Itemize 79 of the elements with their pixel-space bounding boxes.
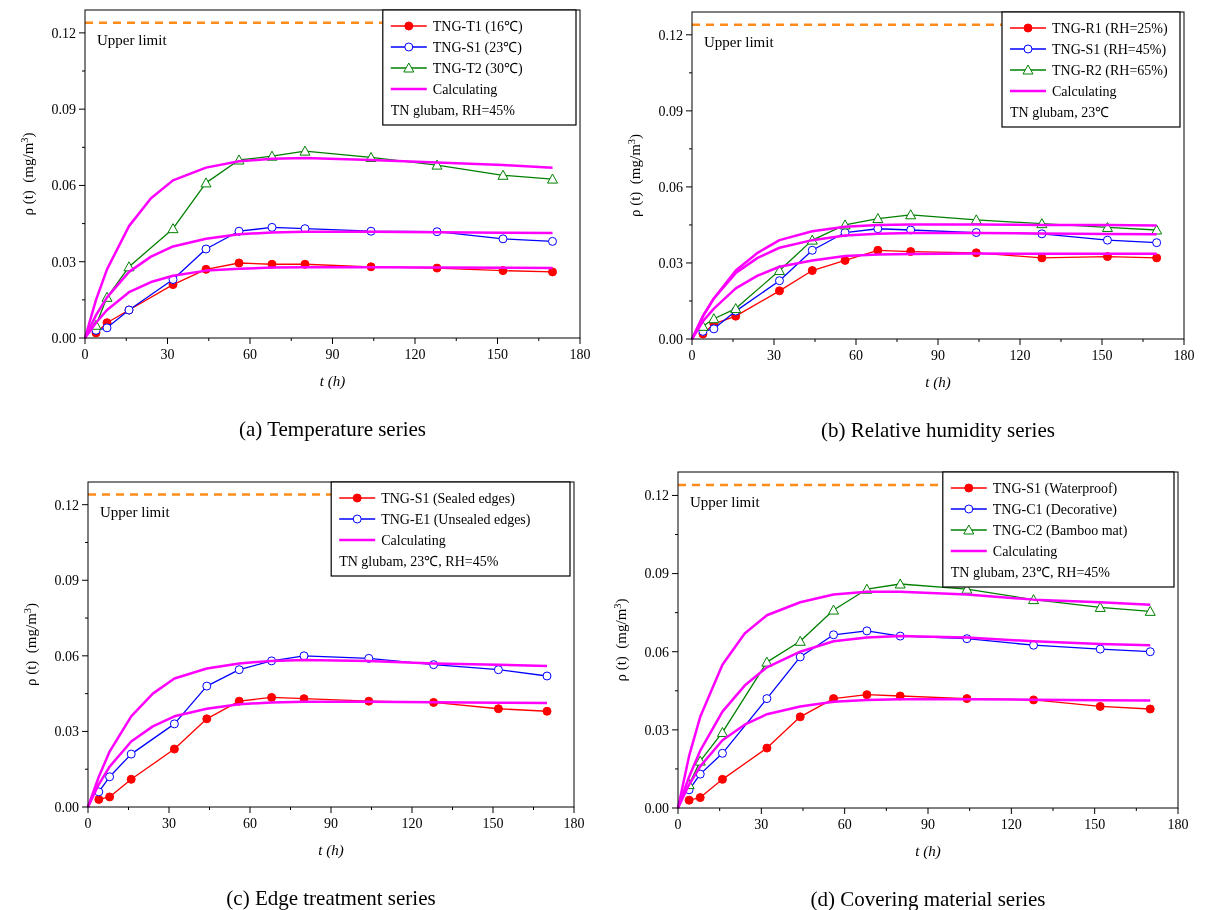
ref-line-label: Upper limit (704, 33, 775, 50)
legend-label: TNG-T2 (30℃) (432, 61, 523, 77)
x-tick-label: 90 (931, 348, 945, 363)
x-tick-label: 150 (482, 816, 504, 831)
legend-label: TNG-R1 (RH=25%) (1052, 21, 1168, 37)
x-tick-label: 180 (1167, 817, 1189, 832)
y-tick-label: 0.09 (658, 103, 683, 119)
legend-label: TNG-E1 (Unsealed edges) (381, 512, 531, 528)
x-tick-label: 0 (674, 817, 682, 832)
legend-label: TNG-C2 (Bamboo mat) (992, 523, 1128, 539)
x-tick-label: 30 (754, 817, 769, 832)
x-tick-label: 150 (1084, 817, 1106, 832)
annotation: TN glubam, 23℃, RH=45% (339, 554, 499, 569)
x-tick-label: 0 (81, 347, 89, 362)
x-tick-label: 180 (1173, 348, 1195, 363)
legend-label: TNG-S1 (23℃) (432, 40, 523, 56)
x-tick-label: 90 (921, 817, 935, 832)
legend-label: Calculating (381, 533, 446, 548)
x-tick-label: 60 (243, 816, 257, 831)
y-tick-label: 0.03 (51, 254, 76, 270)
y-tick-label: 0.06 (54, 648, 79, 664)
x-tick-label: 60 (837, 817, 852, 832)
x-axis-title: t (h) (319, 373, 346, 390)
x-tick-label: 150 (487, 347, 508, 362)
ref-line-label: Upper limit (97, 31, 168, 48)
y-tick-label: 0.09 (644, 566, 669, 582)
text: (d) Covering material series (810, 887, 1046, 910)
legend-label: Calculating (1052, 84, 1117, 99)
annotation: TN glubam, 23℃, RH=45% (950, 565, 1111, 580)
y-tick-label: 0.00 (51, 330, 76, 346)
legend-label: Calculating (992, 544, 1058, 559)
annotation: TN glubam, 23℃ (1010, 105, 1110, 120)
text: (a) Temperature series (238, 417, 427, 441)
ref-line-label: Upper limit (690, 494, 761, 511)
x-tick-label: 120 (1009, 348, 1031, 363)
ref-line-label: Upper limit (100, 503, 171, 520)
x-tick-label: 30 (162, 816, 176, 831)
y-tick-label: 0.06 (644, 644, 669, 660)
x-tick-label: 30 (767, 348, 781, 363)
x-tick-label: 150 (1091, 348, 1113, 363)
x-tick-label: 180 (563, 816, 585, 831)
x-tick-label: 90 (324, 816, 338, 831)
y-tick-label: 0.03 (54, 724, 79, 740)
x-tick-label: 0 (688, 348, 696, 363)
x-tick-label: 60 (849, 348, 863, 363)
y-tick-label: 0.00 (54, 799, 79, 815)
legend-label: TNG-T1 (16℃) (432, 19, 523, 35)
x-axis-title: t (h) (915, 843, 941, 860)
x-axis-title: t (h) (925, 374, 951, 391)
x-tick-label: 120 (404, 347, 426, 362)
y-tick-label: 0.06 (658, 179, 683, 195)
legend-label: TNG-S1 (Waterproof) (992, 481, 1118, 497)
x-tick-label: 180 (569, 347, 591, 362)
legend-label: TNG-S1 (RH=45%) (1052, 42, 1167, 58)
y-tick-label: 0.00 (644, 800, 669, 816)
y-tick-label: 0.03 (644, 722, 669, 738)
y-tick-label: 0.09 (54, 573, 79, 589)
y-tick-label: 0.12 (54, 497, 79, 513)
y-tick-label: 0.06 (51, 178, 76, 194)
x-tick-label: 30 (160, 347, 175, 362)
x-tick-label: 0 (84, 816, 92, 831)
y-tick-label: 0.12 (644, 488, 669, 504)
x-tick-label: 90 (325, 347, 340, 362)
y-tick-label: 0.12 (658, 27, 683, 43)
legend-label: Calculating (432, 82, 498, 97)
legend-label: TNG-S1 (Sealed edges) (381, 491, 516, 507)
y-tick-label: 0.09 (51, 102, 76, 118)
y-tick-label: 0.03 (658, 255, 683, 271)
y-tick-label: 0.00 (658, 331, 683, 347)
text: (c) Edge treatment series (226, 886, 436, 910)
x-tick-label: 60 (243, 347, 257, 362)
x-axis-title: t (h) (318, 842, 344, 859)
y-tick-label: 0.12 (51, 25, 76, 41)
legend-label: TNG-C1 (Decorative) (992, 502, 1118, 518)
x-tick-label: 120 (1000, 817, 1022, 832)
annotation: TN glubam, RH=45% (390, 103, 516, 118)
legend-label: TNG-R2 (RH=65%) (1052, 63, 1168, 79)
text: (b) Relative humidity series (821, 418, 1055, 442)
x-tick-label: 120 (401, 816, 423, 831)
